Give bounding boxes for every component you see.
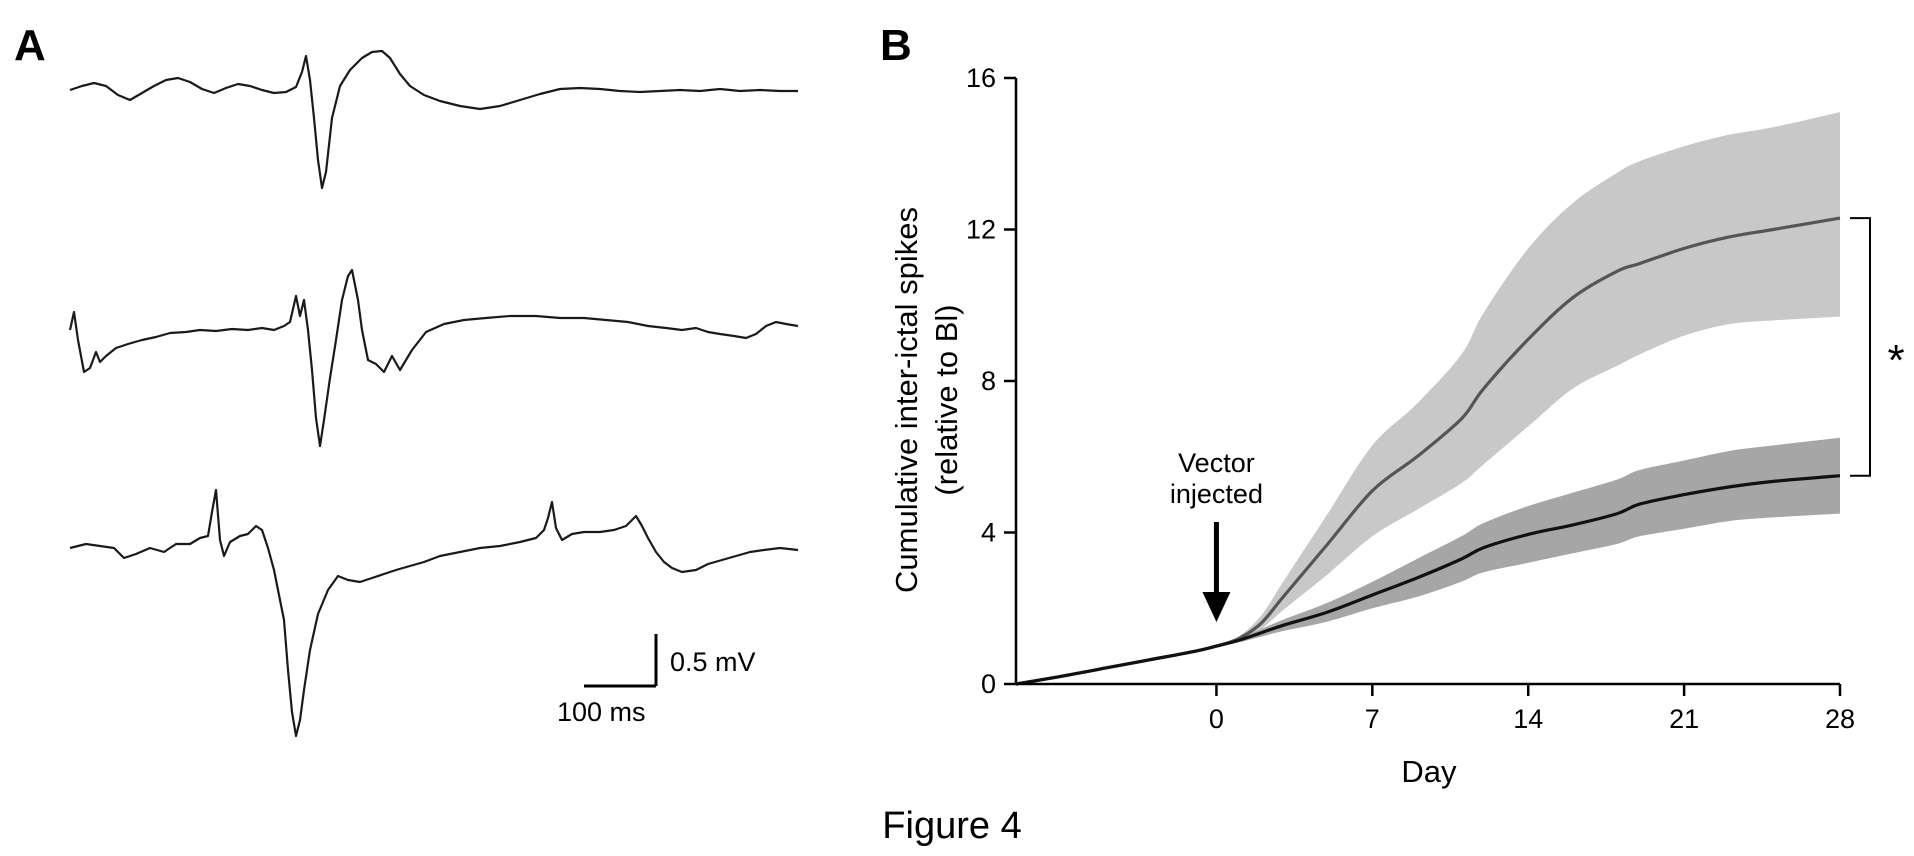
eeg-trace-3 <box>69 488 799 738</box>
error-bands <box>1016 112 1840 685</box>
eeg-trace-1 <box>69 49 798 190</box>
scale-bar: 0.5 mV 100 ms <box>557 634 756 727</box>
x-axis-label: Day <box>1401 754 1457 789</box>
significance-bracket: * <box>1850 217 1905 477</box>
y-tick-label: 16 <box>966 63 996 93</box>
error-band-2 <box>1016 437 1840 684</box>
error-band-1 <box>1016 112 1840 685</box>
significance-star: * <box>1887 336 1904 385</box>
scale-time-label: 100 ms <box>557 697 646 727</box>
panel-a-letter: A <box>14 21 46 70</box>
x-tick-label: 28 <box>1825 704 1855 734</box>
arrow-label-line2: injected <box>1170 479 1263 509</box>
scale-bar-lines <box>584 634 658 688</box>
x-tick-label: 14 <box>1513 704 1543 734</box>
y-tick-label: 4 <box>981 518 996 548</box>
y-tick-label: 8 <box>981 366 996 396</box>
x-tick-label: 21 <box>1669 704 1699 734</box>
arrow-label-line1: Vector <box>1178 448 1255 478</box>
series-line-2 <box>1015 474 1841 686</box>
scale-voltage-label: 0.5 mV <box>670 647 756 677</box>
eeg-trace-2 <box>68 268 799 448</box>
x-tick-label: 0 <box>1209 704 1224 734</box>
figure-caption: Figure 4 <box>882 805 1021 847</box>
panel-b: B 0 4 8 12 16 0 7 14 21 28 Cumulative inter-icta… <box>880 21 1905 789</box>
y-axis-label: Cumulative inter-ictal spikes <box>889 207 924 593</box>
y-tick-label: 12 <box>966 215 996 245</box>
bracket-line <box>1850 217 1871 477</box>
panel-b-letter: B <box>880 21 912 70</box>
panel-a: A 0.5 mV 100 ms <box>14 21 799 738</box>
vector-injected-annotation: Vector injected <box>1170 448 1263 622</box>
x-ticks: 0 7 14 21 28 <box>1209 684 1855 734</box>
y-tick-label: 0 <box>981 669 996 699</box>
x-tick-label: 7 <box>1365 704 1380 734</box>
y-axis-label-line2: (relative to Bl) <box>929 304 964 495</box>
series-lines <box>1015 216 1841 686</box>
y-ticks: 0 4 8 12 16 <box>966 63 1016 699</box>
arrow-head <box>1202 592 1231 622</box>
